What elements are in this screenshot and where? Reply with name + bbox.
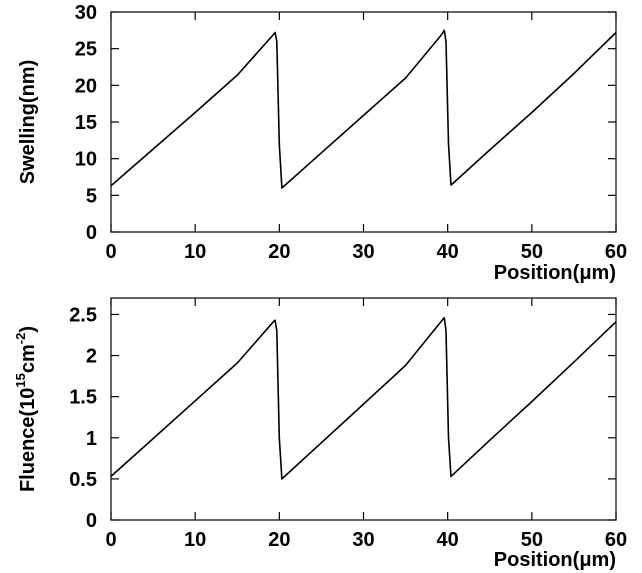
swelling-y-tick-label: 25: [75, 39, 97, 61]
swelling-y-tick-label: 30: [75, 2, 97, 24]
swelling-x-tick-label: 40: [437, 241, 459, 263]
swelling-x-tick-label: 30: [352, 241, 374, 263]
swelling-x-tick-label: 10: [184, 241, 206, 263]
swelling-y-ticks: 0 5 10 15 20 25 30: [75, 2, 616, 244]
fluence-y-tick-label: 1.5: [69, 387, 97, 409]
swelling-x-tick-label: 0: [105, 241, 116, 263]
fluence-chart: 0 0.5 1 1.5 2 2.5 0 10 20 30 40 50 60 Fluence(1015c…: [13, 297, 627, 571]
swelling-y-axis-label: Swelling(nm): [17, 60, 39, 184]
fluence-y-tick-label: 0: [86, 510, 97, 532]
fluence-y-tick-label: 1: [86, 428, 97, 450]
fluence-x-tick-label: 20: [268, 529, 290, 551]
fluence-x-tick-label: 40: [437, 529, 459, 551]
swelling-x-axis-label: Position(μm): [494, 262, 616, 284]
swelling-y-tick-label: 0: [86, 222, 97, 244]
fluence-ylabel-part-1: Fluence(10: [17, 388, 39, 492]
swelling-y-tick-label: 10: [75, 149, 97, 171]
fluence-x-tick-label: 0: [105, 529, 116, 551]
fluence-x-tick-label: 10: [184, 529, 206, 551]
fluence-y-tick-label: 2: [86, 346, 97, 368]
swelling-y-tick-label: 20: [75, 75, 97, 97]
fluence-x-tick-label: 60: [605, 529, 627, 551]
fluence-x-tick-label: 30: [352, 529, 374, 551]
swelling-x-tick-label: 60: [605, 241, 627, 263]
fluence-ylabel-part-3: ): [17, 326, 39, 333]
fluence-x-tick-label: 50: [521, 529, 543, 551]
fluence-ylabel-part-2: cm: [17, 344, 39, 373]
swelling-x-tick-label: 50: [521, 241, 543, 263]
swelling-y-tick-label: 5: [86, 185, 97, 207]
fluence-ylabel-exp-1: 15: [13, 373, 28, 387]
fluence-ylabel-exp-2: -2: [13, 333, 28, 345]
swelling-series-line: [110, 29, 617, 189]
fluence-series-line: [110, 316, 617, 480]
fluence-y-tick-label: 2.5: [69, 304, 97, 326]
swelling-y-tick-label: 15: [75, 112, 97, 134]
swelling-plot-frame: [110, 11, 617, 233]
fluence-y-tick-label: 0.5: [69, 469, 97, 491]
fluence-x-axis-label: Position(μm): [494, 549, 616, 571]
fluence-y-axis-label: Fluence(1015cm-2): [13, 326, 39, 492]
fluence-x-ticks: 0 10 20 30 40 50 60: [105, 298, 627, 551]
swelling-x-ticks: 0 10 20 30 40 50 60: [105, 12, 627, 263]
fluence-y-ticks: 0 0.5 1 1.5 2 2.5: [69, 304, 616, 532]
swelling-x-tick-label: 20: [268, 241, 290, 263]
